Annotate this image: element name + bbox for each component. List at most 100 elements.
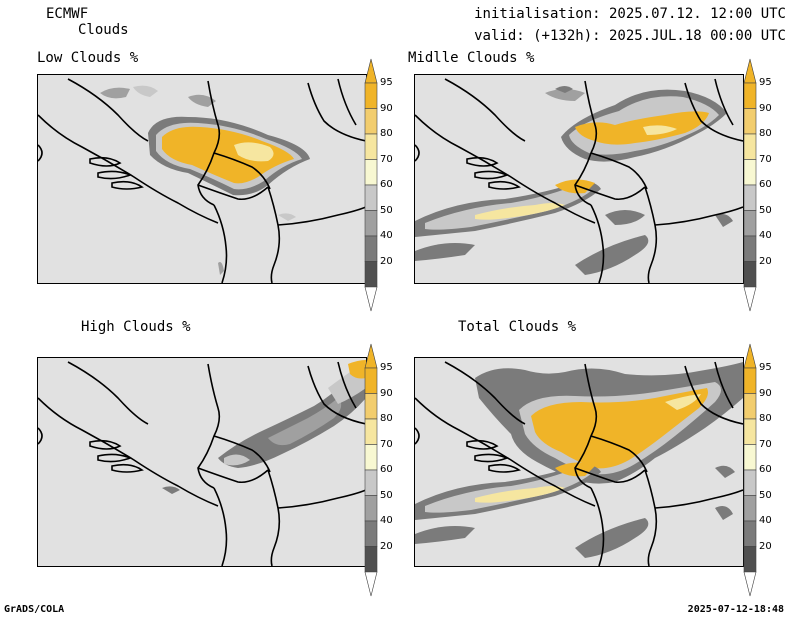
colorbar-label: 40 [759,230,772,241]
colorbar-graphic [364,343,378,597]
colorbar-segment [364,495,378,522]
colorbar-label: 90 [380,102,393,114]
colorbar-segment [364,367,378,394]
colorbar-label: 20 [759,540,772,552]
colorbar-label: 95 [759,362,772,373]
colorbar-arrow-bottom [743,286,757,312]
coastlines-borders [415,361,743,566]
panel-title-total-clouds: Total Clouds % [458,319,577,335]
colorbar-arrow-bottom [364,286,378,312]
colorbar-label: 20 [759,255,772,267]
colorbar-segment [743,393,757,420]
colorbar-segment [364,261,378,288]
colorbar-label: 90 [759,102,772,114]
panel-title-low-clouds: Low Clouds % [37,50,139,66]
colorbar-label: 80 [759,128,772,139]
map-low-clouds [37,74,367,284]
colorbar-label: 95 [380,77,393,88]
colorbar-label: 50 [380,489,393,501]
total-cloud-field [415,362,743,558]
footer-software: GrADS/COLA [4,604,65,615]
colorbar-label: 70 [380,438,393,450]
colorbar-segment [364,393,378,420]
colorbar-segment [364,418,378,445]
colorbar-arrow-bottom [364,571,378,597]
colorbar-label: 60 [759,179,772,190]
colorbar-graphic [743,58,757,312]
colorbar-segment [364,444,378,471]
colorbar-segment [743,367,757,394]
initialisation-time: initialisation: 2025.07.12. 12:00 UTC [474,6,786,22]
colorbar-segment [743,546,757,573]
coastlines-borders [415,78,743,283]
coastlines-borders [38,361,366,566]
colorbar-label: 50 [759,489,772,501]
colorbar-high-clouds: 95 90 80 70 60 50 40 20 [364,343,393,601]
colorbar-segment [743,469,757,496]
colorbar-segment [743,235,757,262]
colorbar-segment [743,133,757,160]
colorbar-segment [743,210,757,237]
colorbar-segment [364,235,378,262]
colorbar-label: 60 [759,464,772,475]
colorbar-segment [364,159,378,186]
colorbar-segment [364,520,378,547]
product-name: Clouds [78,22,129,38]
colorbar-label: 70 [380,153,393,165]
colorbar-label: 40 [759,515,772,526]
colorbar-label: 50 [759,204,772,216]
colorbar-low-clouds: 95 90 80 70 60 50 40 20 [364,58,393,316]
low-cloud-field [100,85,310,275]
valid-time: valid: (+132h): 2025.JUL.18 00:00 UTC [474,28,786,44]
colorbar-segment [364,184,378,211]
colorbar-label: 80 [380,128,393,139]
colorbar-label: 80 [380,413,393,424]
colorbar-label: 40 [380,230,393,241]
colorbar-label: 50 [380,204,393,216]
colorbar-segment [364,82,378,109]
panel-title-middle-clouds: Midlle Clouds % [408,50,535,66]
colorbar-arrow-bottom [743,571,757,597]
high-cloud-field [162,360,366,494]
colorbar-graphic [743,343,757,597]
colorbar-total-clouds: 95 90 80 70 60 50 40 20 [743,343,772,601]
colorbar-segment [743,184,757,211]
colorbar-label: 90 [759,387,772,399]
colorbar-label: 95 [759,77,772,88]
colorbar-segment [743,82,757,109]
colorbar-segment [364,546,378,573]
colorbar-label: 40 [380,515,393,526]
map-middle-clouds [414,74,744,284]
colorbar-label: 60 [380,179,393,190]
panel-title-high-clouds: High Clouds % [81,319,191,335]
colorbar-arrow-top [364,58,378,84]
colorbar-segment [743,261,757,288]
colorbar-segment [743,495,757,522]
middle-cloud-field [415,86,733,275]
colorbar-segment [743,520,757,547]
colorbar-label: 20 [380,255,393,267]
colorbar-arrow-top [364,343,378,369]
colorbar-label: 60 [380,464,393,475]
model-name: ECMWF [46,6,89,22]
colorbar-label: 70 [759,153,772,165]
colorbar-graphic [364,58,378,312]
coastlines-borders [38,78,366,283]
colorbar-middle-clouds: 95 90 80 70 60 50 40 20 [743,58,772,316]
colorbar-label: 20 [380,540,393,552]
colorbar-segment [743,418,757,445]
colorbar-segment [743,108,757,135]
colorbar-label: 70 [759,438,772,450]
colorbar-arrow-top [743,58,757,84]
colorbar-label: 80 [759,413,772,424]
map-total-clouds [414,357,744,567]
colorbar-segment [743,444,757,471]
colorbar-segment [364,469,378,496]
colorbar-segment [364,210,378,237]
colorbar-segment [364,133,378,160]
colorbar-label: 90 [380,387,393,399]
map-high-clouds [37,357,367,567]
colorbar-arrow-top [743,343,757,369]
colorbar-segment [364,108,378,135]
footer-timestamp: 2025-07-12-18:48 [687,604,784,615]
